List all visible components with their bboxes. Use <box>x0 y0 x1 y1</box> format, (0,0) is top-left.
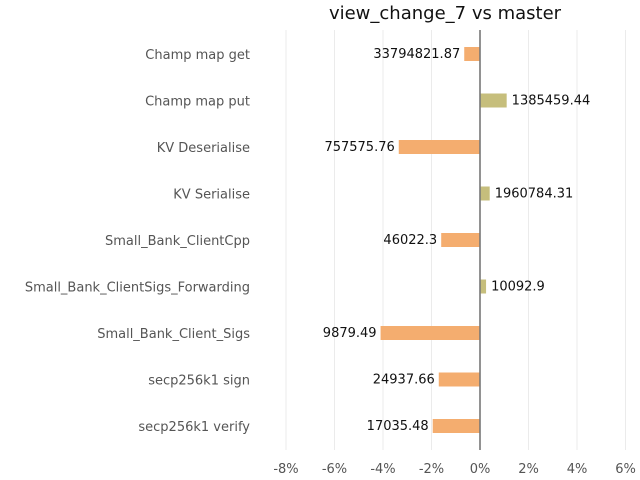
grid-layer <box>285 30 626 450</box>
x-tick-label: 0% <box>470 462 491 477</box>
data-label: 33794821.87 <box>373 47 460 62</box>
bar <box>438 372 480 387</box>
category-label: Champ map get <box>145 48 250 63</box>
data-label: 17035.48 <box>367 419 429 434</box>
data-label: 1960784.31 <box>495 187 574 202</box>
category-label: KV Deserialise <box>157 141 250 156</box>
x-tick-label: -2% <box>419 462 444 477</box>
data-label: 10092.9 <box>491 280 545 295</box>
category-label: secp256k1 verify <box>138 420 250 435</box>
category-label: Small_Bank_ClientCpp <box>105 234 250 249</box>
x-tick-label: -4% <box>370 462 395 477</box>
data-label: 757575.76 <box>324 140 394 155</box>
category-label: Small_Bank_ClientSigs_Forwarding <box>25 281 250 296</box>
bar <box>441 233 480 247</box>
category-label: Small_Bank_Client_Sigs <box>97 327 250 342</box>
bar <box>480 279 487 294</box>
x-tick-label: 6% <box>615 462 636 477</box>
category-label: secp256k1 sign <box>148 374 250 389</box>
x-tick-label: -6% <box>322 462 347 477</box>
category-label: KV Serialise <box>173 188 250 203</box>
data-label: 46022.3 <box>383 233 437 248</box>
bar <box>380 326 480 340</box>
bar-layer <box>380 47 507 433</box>
bar <box>480 93 507 108</box>
data-label: 9879.49 <box>323 326 377 341</box>
bar <box>464 47 480 61</box>
chart-title: view_change_7 vs master <box>329 3 562 24</box>
bar <box>480 186 490 201</box>
data-label: 1385459.44 <box>512 94 591 109</box>
x-tick-label: 4% <box>567 462 588 477</box>
label-layer: -8% -6% -4% -2% 0% 2% 4% 6% Champ map get 3379482… <box>25 47 636 477</box>
bar <box>432 419 480 433</box>
bar <box>398 140 480 154</box>
data-label: 24937.66 <box>373 373 435 388</box>
category-label: Champ map put <box>145 95 250 110</box>
x-tick-label: -8% <box>273 462 298 477</box>
x-tick-label: 2% <box>518 462 539 477</box>
